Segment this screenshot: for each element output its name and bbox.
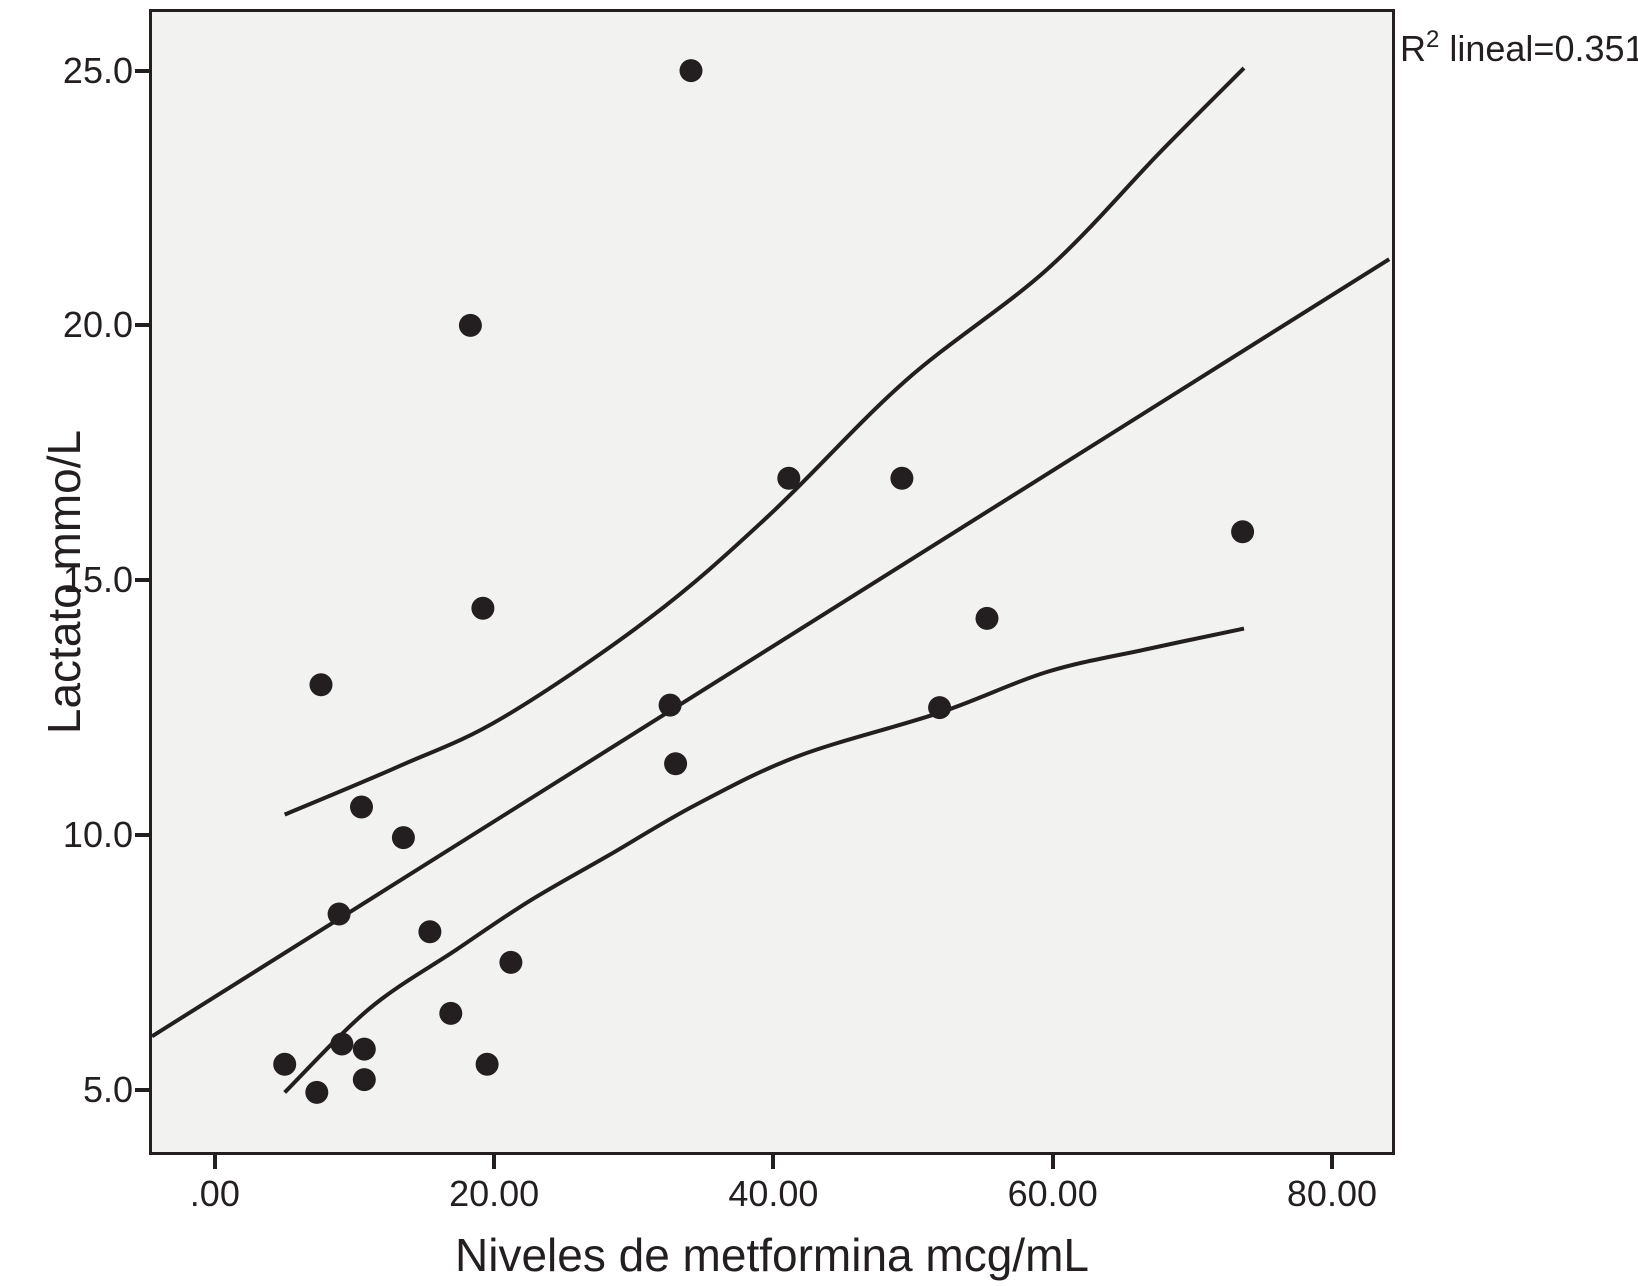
- y-tick-mark: [135, 323, 149, 328]
- y-tick-mark: [135, 1087, 149, 1092]
- data-point: [475, 1052, 499, 1076]
- y-tick-mark: [135, 68, 149, 73]
- y-tick-label: 15.0: [62, 559, 133, 601]
- data-point: [350, 795, 373, 819]
- x-axis-title: Niveles de metformina mcg/mL: [455, 1229, 1089, 1281]
- data-point: [305, 1080, 329, 1104]
- ci-upper-curve: [283, 66, 1246, 817]
- data-point: [679, 59, 703, 83]
- data-point: [664, 752, 688, 776]
- y-tick-label: 5.0: [82, 1068, 133, 1110]
- data-point: [309, 673, 333, 697]
- x-tick-label: .00: [189, 1173, 240, 1214]
- data-point: [327, 902, 351, 926]
- data-point: [439, 1001, 463, 1025]
- x-tick-mark: [212, 1155, 217, 1169]
- data-point: [458, 313, 482, 337]
- y-tick-label: 20.0: [62, 304, 133, 346]
- data-point: [658, 693, 682, 717]
- data-point: [352, 1037, 376, 1061]
- x-tick-label: 40.00: [728, 1173, 819, 1214]
- y-axis-title: Lactato mmo/L: [38, 429, 90, 735]
- y-tick-label: 10.0: [62, 814, 133, 856]
- data-point: [471, 596, 495, 620]
- x-tick-label: 80.00: [1286, 1173, 1377, 1214]
- r-squared-value: lineal=0.351: [1439, 28, 1638, 69]
- data-point: [418, 920, 442, 944]
- data-point: [499, 950, 523, 974]
- r-squared-exponent: 2: [1426, 26, 1440, 53]
- data-point: [352, 1068, 376, 1092]
- data-point: [391, 826, 415, 850]
- data-point: [1231, 520, 1255, 544]
- x-tick-mark: [1329, 1155, 1334, 1169]
- x-tick-label: 60.00: [1007, 1173, 1098, 1214]
- data-point: [777, 466, 801, 490]
- x-tick-mark: [771, 1155, 776, 1169]
- plot-area: [149, 9, 1395, 1155]
- data-point: [975, 606, 999, 630]
- x-tick-mark: [1050, 1155, 1055, 1169]
- data-point: [928, 696, 952, 720]
- regression-line: [152, 257, 1391, 1039]
- x-tick-label: 20.00: [449, 1173, 540, 1214]
- data-point: [890, 466, 914, 490]
- data-point: [273, 1052, 297, 1076]
- x-tick-mark: [492, 1155, 497, 1169]
- data-point: [330, 1032, 354, 1056]
- r-squared-base: R: [1400, 28, 1426, 69]
- y-tick-mark: [135, 578, 149, 583]
- ci-lower-curve: [283, 626, 1245, 1094]
- plot-canvas: [152, 59, 1391, 1104]
- y-tick-mark: [135, 833, 149, 838]
- y-tick-label: 25.0: [62, 49, 133, 91]
- r-squared-annotation: R2 lineal=0.351: [1400, 20, 1638, 69]
